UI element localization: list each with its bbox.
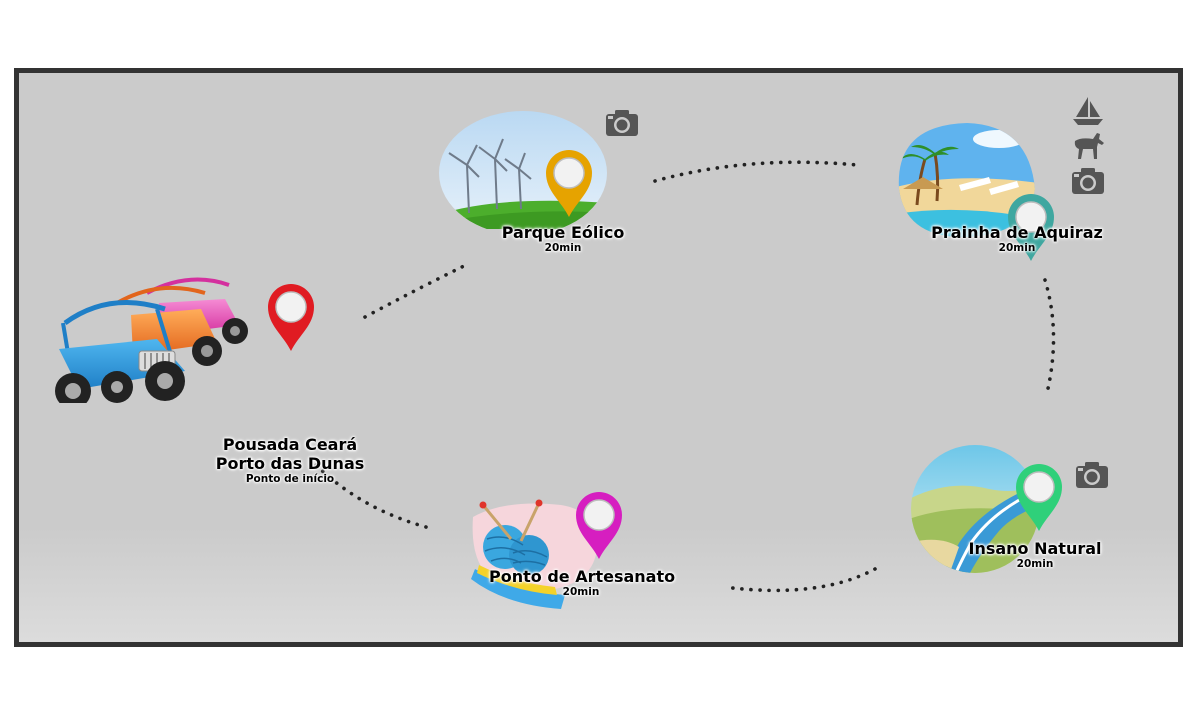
blue-buggy <box>55 300 185 403</box>
stop-start-name-line2: Porto das Dunas <box>215 454 365 473</box>
stop-eolico-name: Parque Eólico <box>501 223 625 242</box>
waterslide-illustration <box>911 445 1039 573</box>
route-connectors <box>314 160 1056 593</box>
camera-icon <box>1072 168 1104 194</box>
route-insano-to-artesanato <box>722 567 877 593</box>
stop-aquiraz-label: Prainha de Aquiraz 20min <box>925 223 1109 254</box>
yarn-illustration <box>471 499 598 609</box>
activity-camera-aquiraz <box>1071 167 1105 199</box>
activity-camera-eolico <box>605 109 639 141</box>
sailboat-icon <box>1073 97 1103 125</box>
activity-horse-aquiraz <box>1071 131 1105 165</box>
stop-start-subtitle: Ponto de início <box>245 473 335 485</box>
location-pin-insano-icon[interactable] <box>1013 461 1065 533</box>
horse-icon <box>1074 133 1104 159</box>
camera-icon <box>606 110 638 136</box>
route-artesanato-to-start <box>314 463 428 529</box>
stop-insano-duration: 20min <box>1016 558 1054 570</box>
stop-start-name-line1: Pousada Ceará <box>222 435 358 454</box>
stop-artesanato-name: Ponto de Artesanato <box>489 567 676 586</box>
stop-artesanato[interactable]: Ponto de Artesanato 20min <box>459 485 699 615</box>
stop-artesanato-label: Ponto de Artesanato 20min <box>489 567 676 598</box>
location-pin-start-icon[interactable] <box>265 281 317 353</box>
route-eolico-to-aquiraz <box>653 160 859 183</box>
route-aquiraz-to-insano <box>1043 278 1056 395</box>
camera-icon <box>1076 462 1108 488</box>
stop-eolico[interactable]: Parque Eólico 20min <box>429 103 669 263</box>
activity-camera-insano <box>1075 461 1109 493</box>
route-start-to-eolico <box>363 261 472 319</box>
stop-start[interactable]: Pousada Ceará Porto das Dunas Ponto de i… <box>39 263 369 485</box>
stop-start-label: Pousada Ceará Porto das Dunas Ponto de i… <box>197 435 383 485</box>
stop-aquiraz-duration: 20min <box>998 242 1036 254</box>
stop-eolico-label: Parque Eólico 20min <box>483 223 643 254</box>
stop-eolico-duration: 20min <box>544 242 582 254</box>
stop-aquiraz-name: Prainha de Aquiraz <box>931 223 1103 242</box>
stop-insano[interactable]: Insano Natural 20min <box>899 443 1119 613</box>
beach-illustration <box>898 123 1035 237</box>
stop-aquiraz[interactable]: Prainha de Aquiraz 20min <box>881 89 1121 261</box>
activity-sailboat-aquiraz <box>1071 95 1105 131</box>
stop-insano-label: Insano Natural 20min <box>955 539 1115 570</box>
stop-artesanato-duration: 20min <box>562 586 600 598</box>
location-pin-eolico-icon[interactable] <box>543 147 595 219</box>
location-pin-aquiraz-icon[interactable] <box>1005 191 1057 263</box>
route-map: Pousada Ceará Porto das Dunas Ponto de i… <box>14 68 1183 647</box>
buggies-illustration <box>55 277 248 403</box>
stop-insano-name: Insano Natural <box>968 539 1102 558</box>
location-pin-artesanato-icon[interactable] <box>573 489 625 561</box>
